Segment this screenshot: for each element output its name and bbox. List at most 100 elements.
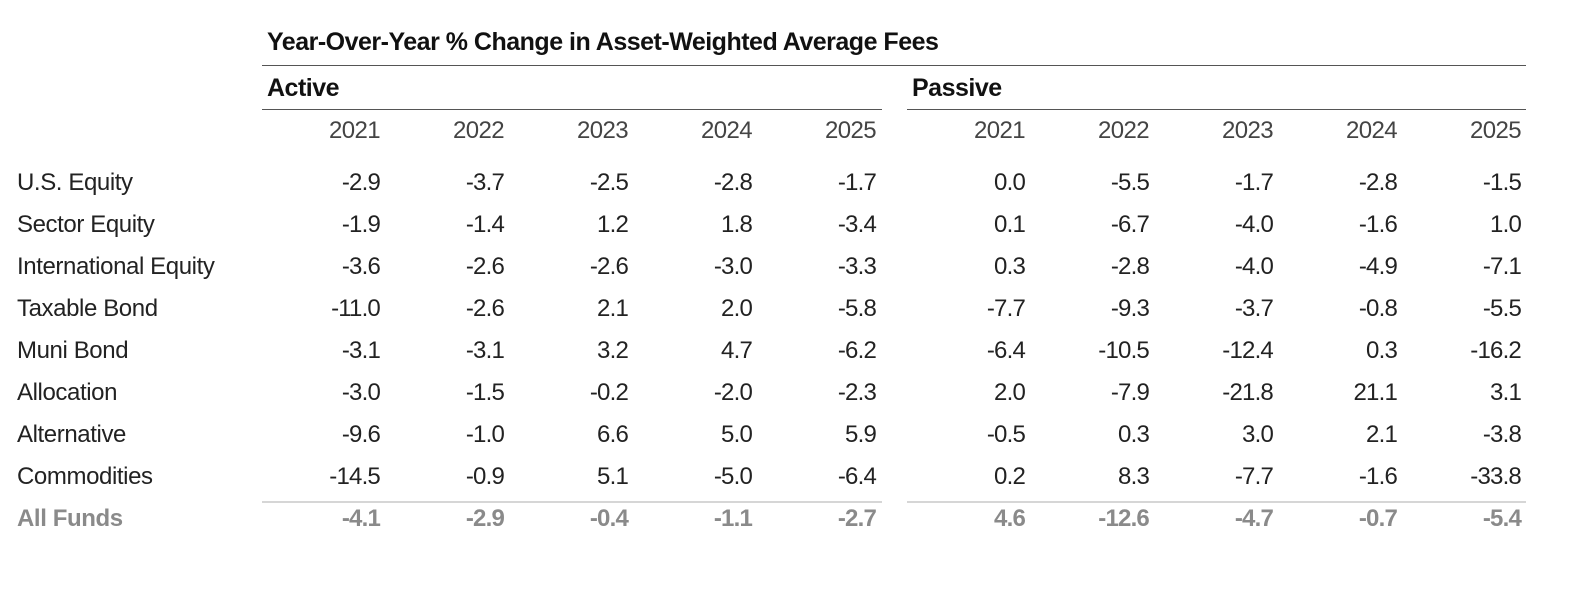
year-header-passive-2025: 2025 [1470, 117, 1522, 144]
cell-active-2025: -5.8 [837, 295, 877, 322]
table-title: Year-Over-Year % Change in Asset-Weighte… [267, 28, 939, 56]
cell-active-2022: -3.1 [465, 337, 505, 364]
cell-active-2025: 5.9 [845, 421, 877, 448]
active-group-rule [262, 109, 882, 110]
cell-passive-2025: -16.2 [1470, 337, 1522, 364]
cell-active-2021: -3.1 [341, 337, 381, 364]
cell-passive-2024: -2.8 [1358, 169, 1398, 196]
cell-active-2021: -3.6 [341, 253, 381, 280]
row-label: Allocation [17, 379, 118, 406]
cell-passive-2022: -6.7 [1110, 211, 1150, 238]
row-label: U.S. Equity [17, 169, 133, 196]
cell-active-2023: -0.2 [589, 379, 629, 406]
cell-active-2022: -1.5 [465, 379, 505, 406]
cell-passive-2025: -7.1 [1482, 253, 1522, 280]
active-total-rule [262, 501, 882, 503]
title-rule [262, 65, 1526, 66]
cell-active-2022: -1.0 [465, 421, 505, 448]
cell-passive-2023: -21.8 [1222, 379, 1274, 406]
cell-passive-2021: 0.0 [994, 169, 1026, 196]
cell-active-2025: -2.7 [837, 505, 877, 532]
cell-passive-2022: -9.3 [1110, 295, 1150, 322]
cell-active-2025: -1.7 [837, 169, 877, 196]
cell-passive-2022: 0.3 [1118, 421, 1150, 448]
cell-passive-2023: 3.0 [1242, 421, 1274, 448]
cell-active-2023: -0.4 [589, 505, 629, 532]
cell-active-2021: -1.9 [341, 211, 381, 238]
row-label: Alternative [17, 421, 126, 448]
cell-passive-2025: -3.8 [1482, 421, 1522, 448]
cell-active-2023: 2.1 [597, 295, 629, 322]
cell-active-2022: -1.4 [465, 211, 505, 238]
row-label: Commodities [17, 463, 153, 490]
passive-group-rule [907, 109, 1526, 110]
group-label-passive: Passive [912, 74, 1002, 102]
cell-active-2023: 6.6 [597, 421, 629, 448]
cell-active-2024: -2.0 [713, 379, 753, 406]
cell-active-2021: -11.0 [331, 295, 381, 322]
cell-passive-2023: -4.0 [1234, 253, 1274, 280]
cell-passive-2022: -2.8 [1110, 253, 1150, 280]
cell-active-2022: -2.6 [465, 295, 505, 322]
cell-active-2024: -2.8 [713, 169, 753, 196]
cell-active-2022: -3.7 [465, 169, 505, 196]
cell-active-2025: -3.3 [837, 253, 877, 280]
cell-passive-2023: -12.4 [1222, 337, 1274, 364]
cell-passive-2025: -5.5 [1482, 295, 1522, 322]
cell-passive-2025: 3.1 [1490, 379, 1522, 406]
cell-active-2024: 1.8 [721, 211, 753, 238]
row-label: International Equity [17, 253, 215, 280]
cell-passive-2024: -0.7 [1358, 505, 1398, 532]
cell-passive-2022: -7.9 [1110, 379, 1150, 406]
cell-passive-2022: 8.3 [1118, 463, 1150, 490]
year-header-passive-2023: 2023 [1222, 117, 1274, 144]
cell-passive-2024: -1.6 [1358, 211, 1398, 238]
cell-passive-2021: 4.6 [994, 505, 1026, 532]
cell-passive-2024: 0.3 [1366, 337, 1398, 364]
cell-active-2024: 5.0 [721, 421, 753, 448]
cell-passive-2025: 1.0 [1490, 211, 1522, 238]
cell-active-2024: -3.0 [713, 253, 753, 280]
cell-passive-2023: -7.7 [1234, 463, 1274, 490]
cell-active-2025: -2.3 [837, 379, 877, 406]
cell-passive-2022: -10.5 [1098, 337, 1150, 364]
cell-passive-2025: -33.8 [1470, 463, 1522, 490]
year-header-active-2024: 2024 [701, 117, 753, 144]
row-label: Sector Equity [17, 211, 155, 238]
cell-active-2021: -9.6 [341, 421, 381, 448]
year-header-active-2025: 2025 [825, 117, 877, 144]
cell-passive-2025: -5.4 [1482, 505, 1522, 532]
cell-active-2021: -3.0 [341, 379, 381, 406]
cell-active-2023: -2.6 [589, 253, 629, 280]
year-header-active-2023: 2023 [577, 117, 629, 144]
cell-passive-2022: -12.6 [1098, 505, 1150, 532]
cell-passive-2021: -6.4 [986, 337, 1026, 364]
cell-passive-2022: -5.5 [1110, 169, 1150, 196]
cell-active-2025: -6.4 [837, 463, 877, 490]
cell-active-2024: -5.0 [713, 463, 753, 490]
cell-passive-2024: 2.1 [1366, 421, 1398, 448]
cell-active-2021: -4.1 [341, 505, 381, 532]
row-label: Muni Bond [17, 337, 129, 364]
cell-passive-2023: -4.0 [1234, 211, 1274, 238]
total-label: All Funds [17, 505, 123, 532]
cell-passive-2021: -7.7 [986, 295, 1026, 322]
row-label: Taxable Bond [17, 295, 158, 322]
cell-passive-2021: 0.3 [994, 253, 1026, 280]
cell-passive-2024: 21.1 [1353, 379, 1397, 406]
cell-active-2022: -2.6 [465, 253, 505, 280]
cell-passive-2021: 2.0 [994, 379, 1026, 406]
year-header-passive-2022: 2022 [1098, 117, 1150, 144]
cell-active-2023: -2.5 [589, 169, 629, 196]
cell-active-2023: 3.2 [597, 337, 629, 364]
cell-active-2022: -0.9 [465, 463, 505, 490]
cell-passive-2024: -0.8 [1358, 295, 1398, 322]
cell-passive-2021: 0.1 [994, 211, 1026, 238]
year-header-passive-2024: 2024 [1346, 117, 1398, 144]
cell-active-2024: 4.7 [721, 337, 753, 364]
cell-active-2022: -2.9 [465, 505, 505, 532]
cell-active-2023: 1.2 [597, 211, 629, 238]
cell-passive-2024: -4.9 [1358, 253, 1398, 280]
group-label-active: Active [267, 74, 340, 102]
